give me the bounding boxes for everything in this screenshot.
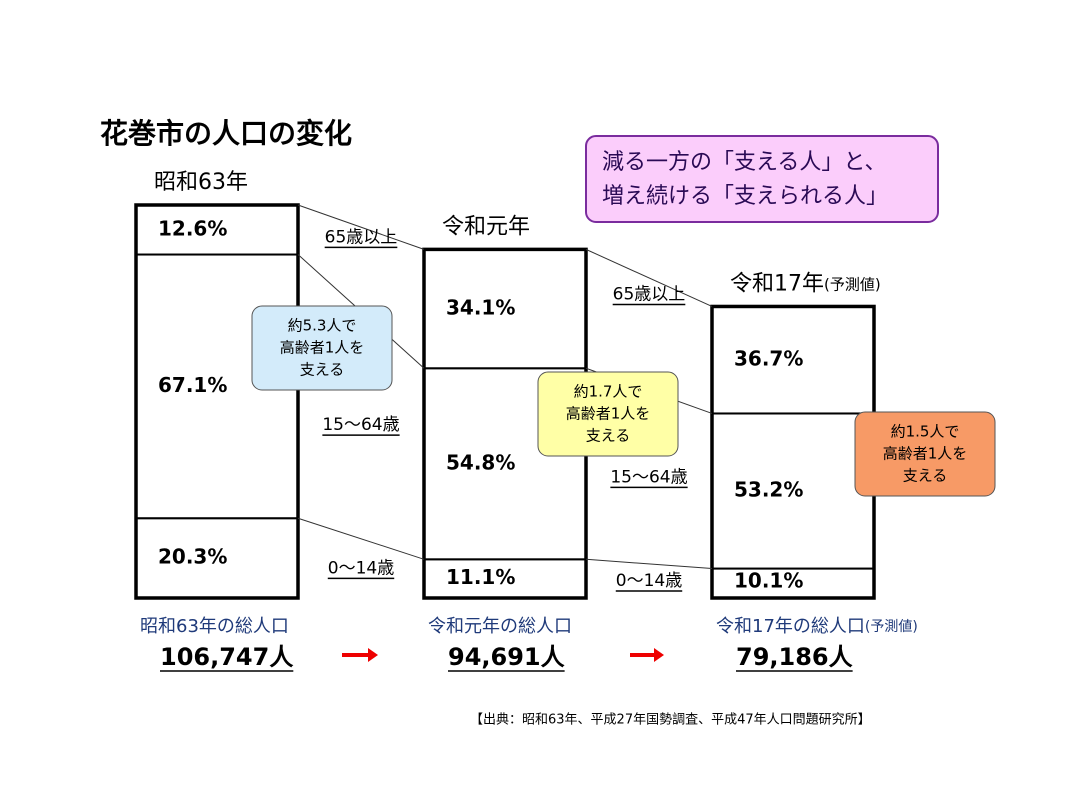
total-caption: 令和17年の総人口(予測値): [716, 616, 918, 637]
support-note-text: 約1.7人で: [574, 383, 643, 401]
support-note-text: 約5.3人で: [288, 317, 357, 335]
total-caption: 昭和63年の総人口: [140, 616, 289, 637]
age-group-label: 0～14歳: [328, 558, 394, 578]
arrow: [342, 648, 378, 662]
total-caption-label: 昭和63年の総人口: [140, 616, 289, 637]
support-note-text: 高齢者1人を: [280, 339, 365, 357]
support-note-text: 支える: [903, 467, 948, 485]
connector: [585, 248, 713, 307]
column-header-label: 令和元年: [442, 214, 530, 239]
connector: [585, 558, 713, 570]
callout-line: 減る一方の「支える人」と、: [602, 150, 886, 175]
column-header-label: 昭和63年: [154, 170, 248, 195]
value-label: 36.7%: [734, 346, 803, 370]
total-caption: 令和元年の総人口: [428, 616, 572, 637]
support-note-text: 高齢者1人を: [883, 445, 968, 463]
column-header-label: 令和17年: [730, 271, 824, 296]
column-header: 昭和63年: [154, 170, 248, 195]
total-label: 106,747人: [160, 643, 293, 671]
total-label: 94,691人: [448, 643, 565, 671]
bar-segment: [423, 248, 587, 370]
value-label: 67.1%: [158, 373, 227, 397]
total-caption-note: (予測値): [865, 619, 918, 635]
age-group-label: 65歳以上: [325, 227, 398, 247]
age-group-label: 0～14歳: [616, 571, 682, 591]
value-label: 10.1%: [734, 569, 803, 593]
value-label: 20.3%: [158, 545, 227, 569]
support-note-text: 約1.5人で: [891, 423, 960, 441]
value-label: 12.6%: [158, 216, 227, 240]
chart-title: 花巻市の人口の変化: [100, 117, 352, 150]
column-header: 令和元年: [442, 214, 530, 239]
total-caption-label: 令和17年の総人口: [716, 616, 865, 637]
column-header: 令和17年(予測値): [730, 271, 881, 296]
support-note-text: 高齢者1人を: [566, 405, 651, 423]
support-note-box: [537, 371, 679, 457]
total-label: 79,186人: [736, 643, 853, 671]
age-group-label: 65歳以上: [613, 284, 686, 304]
value-label: 53.2%: [734, 478, 803, 502]
value-label: 34.1%: [446, 295, 515, 319]
callout-line: 増え続ける「支えられる人」: [602, 184, 888, 209]
source: 【出典：昭和63年、平成27年国勢調査、平成47年人口問題研究所】: [470, 713, 871, 728]
value-label: 11.1%: [446, 565, 515, 589]
support-note-text: 支える: [586, 427, 631, 445]
callout-box: [585, 135, 939, 223]
age-group-label: 15～64歳: [322, 415, 399, 435]
support-note-box: [854, 411, 996, 497]
connector: [297, 204, 425, 250]
support-note-box: [251, 305, 393, 391]
column-header-note: (予測値): [824, 275, 881, 293]
total-caption-label: 令和元年の総人口: [428, 616, 572, 637]
age-group-label: 15～64歳: [610, 467, 687, 487]
value-label: 54.8%: [446, 450, 515, 474]
support-note-text: 支える: [300, 361, 345, 379]
column-frame: [134, 203, 300, 600]
connector: [297, 517, 425, 560]
arrow: [630, 648, 664, 662]
